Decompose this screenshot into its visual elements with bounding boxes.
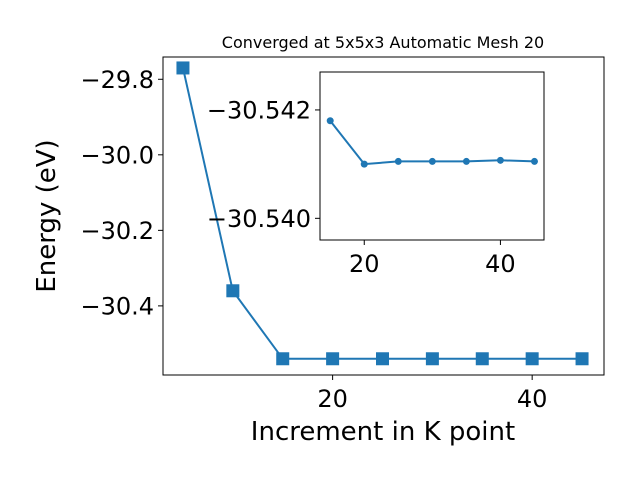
inset-x-tick-label: 40 [485, 250, 516, 278]
main-x-tick-label: 20 [317, 385, 348, 413]
inset-y-tick-label: −30.540 [207, 205, 311, 233]
inset-x-tick-label: 20 [349, 250, 380, 278]
inset-plot-frame [319, 71, 545, 241]
inset-data-point [360, 160, 368, 168]
inset-data-point [428, 157, 436, 165]
main-data-point [575, 352, 589, 366]
inset-data-point [496, 156, 504, 164]
x-axis-label: Increment in K point [251, 417, 515, 447]
inset-ticks: 20 40 −30.542 −30.540 [207, 97, 516, 278]
main-data-point [326, 352, 340, 366]
inset-data-point [326, 117, 334, 125]
y-axis-label: Energy (eV) [32, 139, 62, 292]
main-x-tick-label: 40 [517, 385, 548, 413]
main-data-point [425, 352, 439, 366]
main-series [176, 61, 589, 366]
main-y-tick-label: −29.8 [80, 66, 154, 94]
inset-background [320, 72, 544, 240]
inset-y-tick-label: −30.542 [207, 97, 311, 125]
main-y-tick-label: −30.2 [80, 217, 154, 245]
main-data-point [475, 352, 489, 366]
main-axes: 20 40 −29.8 −30.0 −30.2 −30.4 [80, 56, 605, 413]
inset-data-point [394, 157, 402, 165]
inset-series [326, 117, 538, 168]
main-data-point [276, 352, 290, 366]
main-plot-frame [162, 56, 605, 376]
main-ticks: 20 40 −29.8 −30.0 −30.2 −30.4 [80, 66, 547, 413]
main-y-tick-label: −30.4 [80, 293, 154, 321]
main-data-point [376, 352, 390, 366]
main-data-point [525, 352, 539, 366]
main-data-point [176, 61, 190, 75]
main-y-tick-label: −30.0 [80, 141, 154, 169]
inset-data-point [462, 157, 470, 165]
inset-axes: 20 40 −30.542 −30.540 [207, 71, 545, 278]
inset-data-point [530, 157, 538, 165]
main-data-point [226, 284, 240, 298]
chart-title: Converged at 5x5x3 Automatic Mesh 20 [222, 33, 544, 52]
